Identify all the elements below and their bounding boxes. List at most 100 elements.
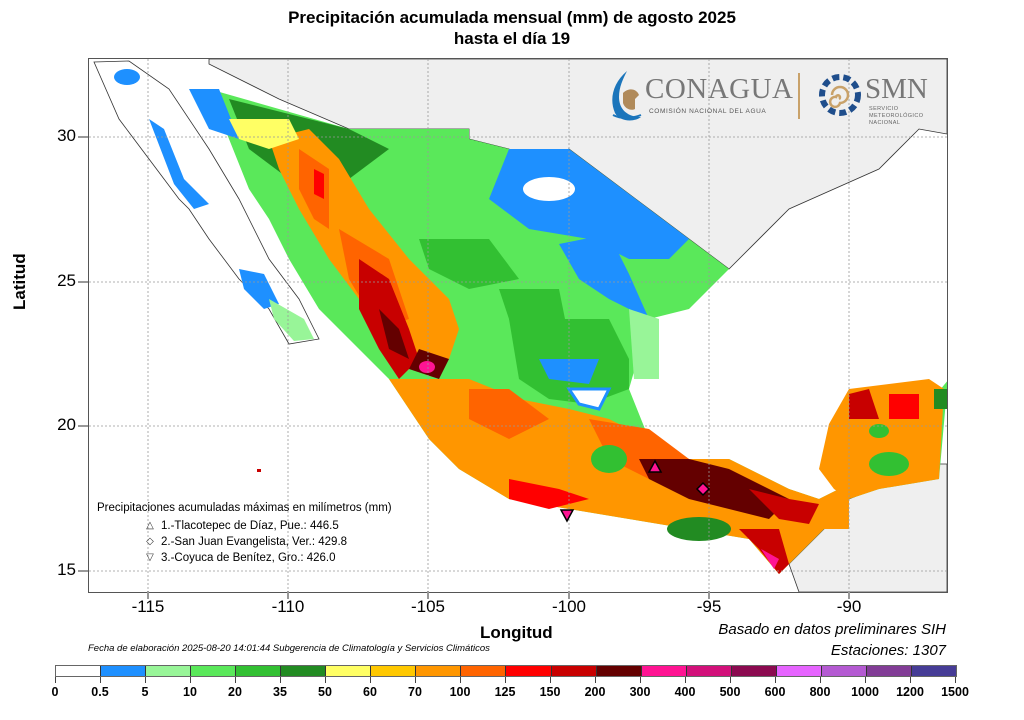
colorbar-label: 70 — [408, 685, 422, 699]
colorbar-label: 20 — [228, 685, 242, 699]
colorbar-tick — [325, 677, 326, 683]
colorbar — [55, 665, 957, 677]
colorbar-label: 60 — [363, 685, 377, 699]
colorbar-tick — [595, 677, 596, 683]
x-tick-105: -105 — [410, 597, 446, 616]
smn-subtitle: SERVICIO METEOROLÓGICO NACIONAL — [869, 106, 924, 126]
y-tick-mark — [78, 570, 88, 572]
y-tick-mark — [78, 425, 88, 427]
precipitation-map — [88, 58, 948, 593]
colorbar-label: 500 — [719, 685, 741, 699]
colorbar-segment — [641, 666, 687, 676]
colorbar-tick — [910, 677, 911, 683]
colorbar-segment — [236, 666, 282, 676]
diamond-icon: ◇ — [146, 536, 154, 547]
colorbar-tick — [460, 677, 461, 683]
colorbar-label: 35 — [273, 685, 287, 699]
grid-lines — [89, 59, 947, 592]
colorbar-segment — [416, 666, 462, 676]
y-tick-30: 30 — [57, 126, 76, 145]
colorbar-segment — [56, 666, 102, 676]
y-tick-mark — [78, 136, 88, 138]
max-precip-label: 3.-Coyuca de Benítez, Gro.: 426.0 — [161, 552, 336, 564]
colorbar-label: 0 — [51, 685, 59, 699]
x-tick-mark — [147, 591, 149, 599]
colorbar-segment — [911, 666, 956, 676]
colorbar-tick — [190, 677, 191, 683]
colorbar-tick — [955, 677, 956, 683]
elaboration-date: Fecha de elaboración 2025-08-20 14:01:44… — [88, 643, 490, 654]
x-tick-110: -110 — [271, 597, 305, 616]
colorbar-label: 50 — [318, 685, 332, 699]
station-count: Estaciones: 1307 — [830, 642, 946, 659]
colorbar-tick — [640, 677, 641, 683]
marker-rank2-diamond — [695, 481, 711, 497]
spiral-gear-icon — [819, 74, 861, 116]
title-line-2: hasta el día 19 — [453, 29, 571, 48]
colorbar-label: 0.5 — [91, 685, 109, 699]
colorbar-label: 800 — [809, 685, 831, 699]
colorbar-tick — [730, 677, 731, 683]
logos: CONAGUA COMISIÓN NACIONAL DEL AGUA SMN S… — [603, 67, 938, 127]
x-tick-90: -90 — [836, 597, 862, 616]
chart-title: Precipitación acumulada mensual (mm) de … — [0, 7, 1024, 49]
colorbar-label: 125 — [494, 685, 516, 699]
max-precip-item: ◇ 2.-San Juan Evangelista, Ver.: 429.8 — [97, 534, 392, 550]
colorbar-tick — [100, 677, 101, 683]
x-tick-mark — [287, 591, 289, 599]
colorbar-tick — [235, 677, 236, 683]
data-source: Basado en datos preliminares SIH Estacio… — [718, 619, 946, 661]
colorbar-segment — [191, 666, 237, 676]
max-precip-label: 2.-San Juan Evangelista, Ver.: 429.8 — [161, 536, 348, 548]
y-tick-15: 15 — [57, 560, 76, 579]
colorbar-segment — [146, 666, 192, 676]
colorbar-segment — [101, 666, 147, 676]
colorbar-label: 400 — [674, 685, 696, 699]
colorbar-segment — [281, 666, 327, 676]
marker-rank3-triangle-down — [559, 509, 575, 523]
colorbar-segment — [821, 666, 867, 676]
colorbar-tick — [505, 677, 506, 683]
colorbar-segment — [326, 666, 372, 676]
colorbar-tick — [820, 677, 821, 683]
colorbar-label: 200 — [584, 685, 606, 699]
colorbar-tick — [415, 677, 416, 683]
x-tick-mark — [708, 591, 710, 599]
max-precip-label: 1.-Tlacotepec de Díaz, Pue.: 446.5 — [161, 520, 339, 532]
colorbar-tick — [280, 677, 281, 683]
colorbar-label: 100 — [449, 685, 471, 699]
x-tick-100: -100 — [551, 597, 587, 616]
colorbar-segment — [776, 666, 822, 676]
y-tick-25: 25 — [57, 271, 76, 290]
source-line-1: Basado en datos preliminares SIH — [718, 621, 946, 638]
logo-separator — [798, 73, 800, 119]
water-eagle-icon — [612, 71, 642, 121]
x-tick-mark — [427, 591, 429, 599]
colorbar-label: 600 — [764, 685, 786, 699]
colorbar-segment — [866, 666, 912, 676]
y-axis-label: Latitud — [10, 253, 29, 310]
x-axis-label: Longitud — [480, 623, 553, 642]
colorbar-label: 1000 — [851, 685, 879, 699]
triangle-down-icon: ▽ — [146, 552, 154, 563]
triangle-up-icon: △ — [146, 520, 154, 531]
max-precip-item: ▽ 3.-Coyuca de Benítez, Gro.: 426.0 — [97, 550, 392, 566]
y-tick-mark — [78, 281, 88, 283]
x-tick-mark — [848, 591, 850, 599]
colorbar-tick — [685, 677, 686, 683]
colorbar-ticks — [55, 677, 957, 687]
marker-rank1-triangle-up — [647, 459, 663, 473]
map-svg — [89, 59, 947, 592]
colorbar-tick — [865, 677, 866, 683]
max-precip-legend: Precipitaciones acumuladas máximas en mi… — [97, 500, 392, 566]
colorbar-tick — [145, 677, 146, 683]
smn-logo-text: SMN — [865, 73, 928, 105]
colorbar-segment — [506, 666, 552, 676]
colorbar-tick — [775, 677, 776, 683]
colorbar-segment — [371, 666, 417, 676]
colorbar-tick — [370, 677, 371, 683]
colorbar-segment — [686, 666, 732, 676]
max-precip-item: △ 1.-Tlacotepec de Díaz, Pue.: 446.5 — [97, 518, 392, 534]
conagua-logo-text: CONAGUA — [645, 73, 794, 105]
conagua-subtitle: COMISIÓN NACIONAL DEL AGUA — [649, 108, 767, 115]
